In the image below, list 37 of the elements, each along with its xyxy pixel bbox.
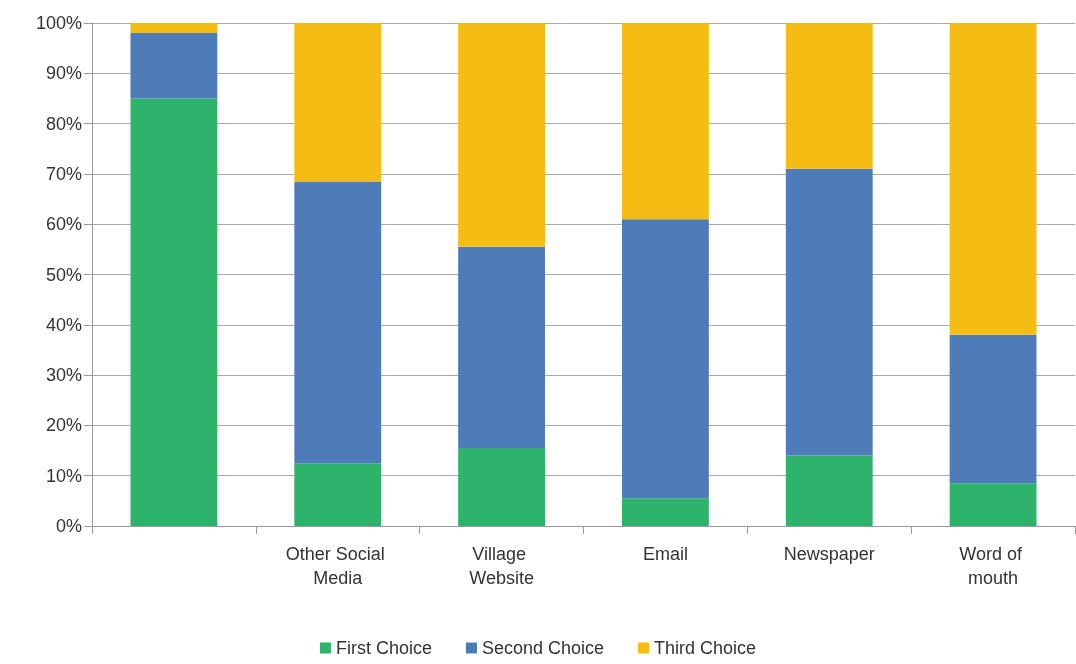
y-tick-label: 80% [45, 113, 82, 134]
bar [294, 23, 382, 182]
bar [785, 23, 873, 169]
bar [130, 98, 218, 526]
bar [622, 219, 709, 499]
x-tick-label: Word of mouth [959, 544, 1027, 588]
bar [458, 246, 545, 449]
bar [130, 23, 218, 34]
bar [949, 483, 1037, 526]
bar [622, 23, 709, 220]
bar [294, 181, 382, 464]
y-tick-label: 20% [45, 415, 82, 436]
legend-label: Second Choice [481, 638, 605, 658]
y-tick-label: 50% [45, 264, 82, 285]
y-tick-label: 10% [45, 465, 82, 486]
y-tick-label: 70% [45, 163, 82, 184]
bar [130, 33, 218, 99]
x-tick-label: Other Social Media [285, 544, 390, 588]
bar [785, 455, 873, 526]
y-tick-label: 0% [55, 516, 82, 536]
y-tick-label: 40% [45, 314, 82, 335]
bar [458, 23, 545, 247]
x-tick-label: Newspaper [783, 544, 875, 564]
legend-label: Third Choice [654, 638, 757, 658]
y-tick-label: 100% [35, 13, 82, 33]
legend-label: First Choice [335, 638, 432, 658]
bar [949, 23, 1037, 335]
y-tick-label: 60% [45, 214, 82, 235]
bar [294, 463, 382, 526]
bar [622, 498, 709, 526]
x-tick-label: Email [642, 544, 688, 564]
bar [949, 334, 1037, 484]
bar [785, 168, 873, 456]
x-tick-label: Village Website [469, 544, 534, 588]
y-tick-label: 30% [45, 365, 82, 386]
y-tick-label: 90% [45, 63, 82, 84]
bar [458, 448, 545, 526]
